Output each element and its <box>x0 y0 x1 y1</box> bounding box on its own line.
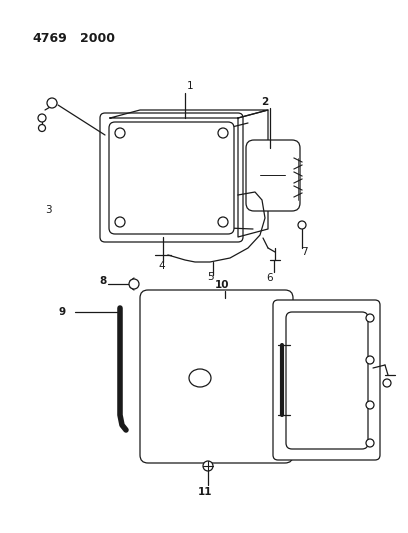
Text: 1: 1 <box>187 81 193 91</box>
Ellipse shape <box>189 369 211 387</box>
Text: 11: 11 <box>198 487 212 497</box>
Circle shape <box>298 221 306 229</box>
Text: 4: 4 <box>159 261 165 271</box>
FancyBboxPatch shape <box>109 122 234 234</box>
FancyBboxPatch shape <box>140 290 293 463</box>
Circle shape <box>38 114 46 122</box>
Text: 3: 3 <box>45 205 51 215</box>
Circle shape <box>115 217 125 227</box>
FancyBboxPatch shape <box>246 140 300 211</box>
FancyBboxPatch shape <box>100 113 243 242</box>
Circle shape <box>366 439 374 447</box>
Text: 2000: 2000 <box>80 31 115 44</box>
Circle shape <box>366 314 374 322</box>
Circle shape <box>38 125 46 132</box>
Text: 9: 9 <box>58 307 66 317</box>
Circle shape <box>129 279 139 289</box>
Circle shape <box>203 461 213 471</box>
Text: 6: 6 <box>267 273 273 283</box>
Circle shape <box>47 98 57 108</box>
Circle shape <box>366 401 374 409</box>
Circle shape <box>366 356 374 364</box>
Text: 8: 8 <box>100 276 106 286</box>
Circle shape <box>218 128 228 138</box>
Text: 10: 10 <box>215 280 229 290</box>
Text: 2: 2 <box>262 97 268 107</box>
FancyBboxPatch shape <box>286 312 368 449</box>
Text: 5: 5 <box>207 272 213 282</box>
Circle shape <box>115 128 125 138</box>
Text: 7: 7 <box>301 247 307 257</box>
Circle shape <box>218 217 228 227</box>
FancyBboxPatch shape <box>273 300 380 460</box>
Text: 4769: 4769 <box>32 31 67 44</box>
Circle shape <box>383 379 391 387</box>
